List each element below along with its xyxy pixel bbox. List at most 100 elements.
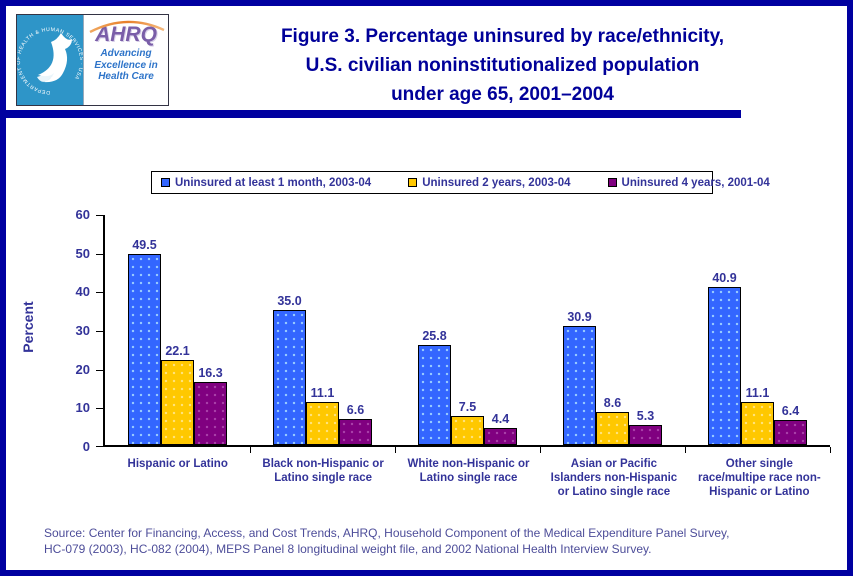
bar-column: 7.5 [451,400,484,445]
bar-column: 16.3 [194,366,227,445]
y-tick-mark [96,292,103,294]
legend-swatch-icon [607,178,617,187]
bar-4years [629,424,662,445]
source-line1: Source: Center for Financing, Access, an… [44,526,730,540]
legend-label: Uninsured 2 years, 2003-04 [422,176,571,189]
bar-value-label: 25.8 [422,329,447,344]
title-divider-bar [6,110,741,118]
legend-swatch-icon [161,178,170,187]
bar-2years [741,402,774,445]
svg-text:DEPARTMENT OF HEALTH & HUMAN S: DEPARTMENT OF HEALTH & HUMAN SERVICES · … [17,27,83,95]
bar-column: 30.9 [563,310,596,445]
category-label: Black non-Hispanic or Latino single race [262,458,384,484]
category-label: White non-Hispanic or Latino single race [407,458,530,484]
bar-group: 35.0 11.1 6.6 [250,215,396,453]
legend-label: Uninsured 4 years, 2001-04 [621,176,770,189]
y-tick-mark [96,446,103,447]
bar-4years [774,420,807,445]
y-axis-title-wrap: Percent [14,215,40,447]
bar-value-label: 11.1 [745,386,770,401]
ahrq-wordmark: AHRQ Advancing Excellence in Health Care [83,15,168,105]
y-tick-mark [96,253,103,255]
x-axis-tick [540,447,541,453]
category-label: Hispanic or Latino [127,458,228,470]
y-tick-mark [96,369,103,371]
bar-column: 35.0 [273,294,306,445]
bar-value-label: 11.1 [310,386,335,401]
y-tick-mark [96,408,103,410]
bar-value-label: 8.6 [603,395,622,410]
bar-group: 25.8 7.5 4.4 [395,215,541,453]
hhs-seal: DEPARTMENT OF HEALTH & HUMAN SERVICES · … [16,15,84,105]
bar-1month [273,309,306,445]
y-tick-label: 0 [82,439,90,454]
ahrq-tagline: Advancing Excellence in Health Care [94,48,158,82]
ahrq-arc-icon [89,20,165,33]
y-axis-tick-labels: 0 10 20 30 40 50 60 [40,208,96,454]
bar-column: 11.1 [741,386,774,445]
bar-group: 49.5 22.1 16.3 [105,215,251,453]
y-axis-tick-marks [96,215,103,447]
ahrq-acronym: AHRQ [95,23,157,46]
bar-column: 40.9 [708,271,741,445]
x-axis-tick [395,447,396,453]
x-axis-category-labels: Hispanic or Latino Black non-Hispanic or … [105,457,832,499]
y-tick-label: 40 [75,284,90,300]
bar-value-label: 22.1 [165,343,190,358]
y-tick-label: 60 [75,207,90,222]
bar-2years [306,402,339,445]
chart-legend: Uninsured at least 1 month, 2003-04 Unins… [151,171,770,194]
bar-group: 40.9 11.1 6.4 [685,215,831,453]
category-label: Asian or Pacific Islanders non-Hispanic … [550,458,678,498]
y-axis-title: Percent [20,301,36,353]
bar-column: 6.4 [774,404,807,445]
bar-value-label: 5.3 [636,408,655,423]
legend-item: Uninsured at least 1 month, 2003-04 [161,177,371,189]
bar-value-label: 7.5 [458,400,477,414]
legend-swatch-icon [408,178,418,187]
figure-title-line1: Figure 3. Percentage uninsured by race/e… [280,26,725,47]
bar-value-label: 30.9 [567,309,592,324]
source-note: Source: Center for Financing, Access, an… [44,525,831,557]
legend-item: Uninsured 4 years, 2001-04 [607,176,770,189]
bar-column: 8.6 [596,396,629,445]
figure-title: Figure 3. Percentage uninsured by race/e… [186,22,819,109]
bar-column: 11.1 [306,386,339,445]
bar-column: 5.3 [629,409,662,445]
bar-column: 49.5 [128,238,161,445]
x-axis-tick [830,447,831,453]
plot-area: 49.5 22.1 16.3 35.0 11.1 6.6 25.8 7.5 4.4 30.9 8.6… [103,215,831,453]
bar-value-label: 6.6 [346,403,365,418]
bar-chart: Percent 0 10 20 30 40 50 60 49.5 22.1 16.3 35.0 11… [14,208,832,499]
figure-title-line3: under age 65, 2001–2004 [391,84,614,105]
bar-value-label: 4.4 [491,412,510,426]
y-tick-mark [96,331,103,332]
bar-value-label: 16.3 [198,365,223,380]
bar-value-label: 49.5 [132,237,157,252]
y-tick-label: 30 [75,323,90,338]
bar-1month [128,253,161,445]
bar-value-label: 40.9 [712,270,737,285]
bar-1month [563,325,596,445]
bar-column: 25.8 [418,329,451,445]
bar-2years [161,359,194,445]
bar-group: 30.9 8.6 5.3 [540,215,686,453]
ahrq-hhs-logo: DEPARTMENT OF HEALTH & HUMAN SERVICES · … [16,14,169,106]
y-tick-label: 10 [75,400,90,416]
bar-1month [418,345,451,445]
bar-column: 4.4 [484,412,517,445]
bar-column: 6.6 [339,403,372,445]
figure-title-line2: U.S. civilian noninstitutionalized popul… [305,55,700,76]
category-label: Other single race/multipe race non- Hisp… [697,458,821,498]
bar-4years [194,381,227,445]
bar-value-label: 35.0 [277,293,302,308]
bar-1month [708,286,741,445]
y-tick-label: 20 [75,361,90,377]
y-tick-mark [96,215,103,216]
hhs-eagle-icon: DEPARTMENT OF HEALTH & HUMAN SERVICES · … [16,27,84,95]
bar-4years [339,419,372,445]
bar-2years [596,411,629,445]
source-line2: HC-079 (2003), HC-082 (2004), MEPS Panel… [44,542,652,556]
bar-4years [484,428,517,445]
